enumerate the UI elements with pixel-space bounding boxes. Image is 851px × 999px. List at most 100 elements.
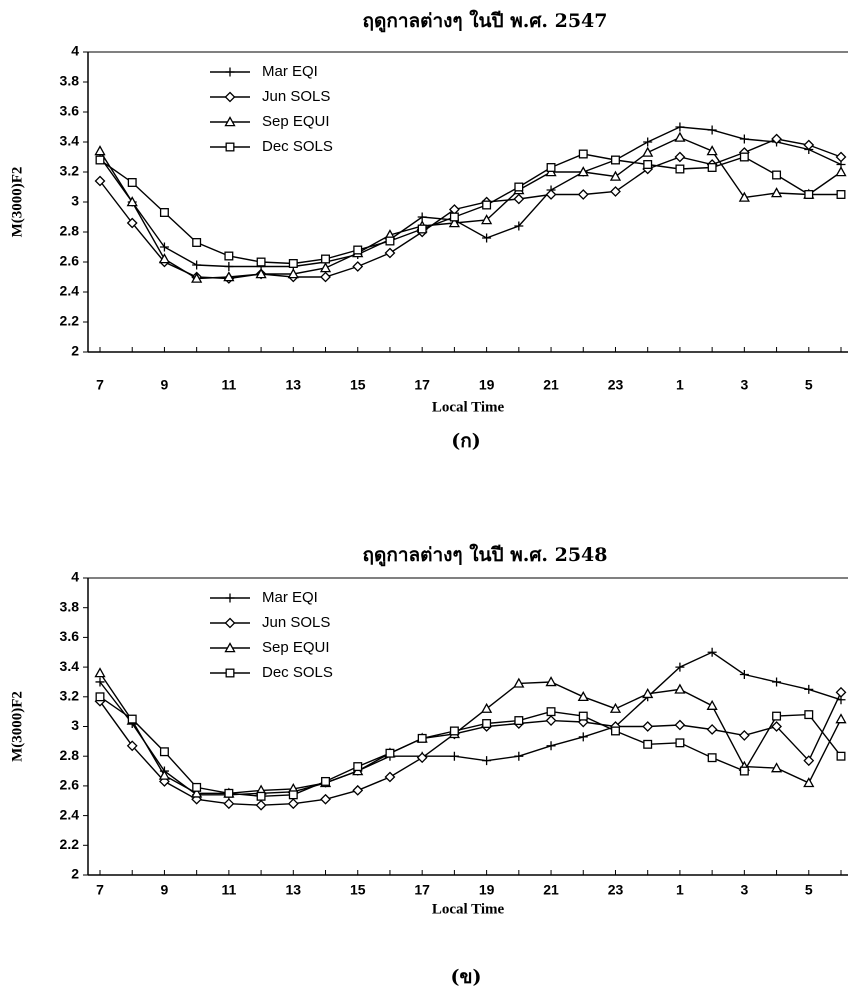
marker	[255, 799, 267, 811]
y-tick-label: 4	[71, 569, 79, 585]
marker	[385, 748, 395, 758]
marker	[577, 189, 589, 200]
marker	[192, 238, 202, 247]
marker	[738, 191, 750, 202]
caption: (ข)	[451, 966, 482, 988]
marker	[675, 164, 685, 174]
marker	[706, 724, 718, 735]
marker	[675, 122, 685, 132]
marker	[739, 152, 749, 162]
marker	[643, 160, 653, 169]
marker	[674, 151, 686, 163]
marker	[126, 740, 138, 752]
marker	[514, 221, 524, 231]
marker	[158, 769, 171, 780]
marker	[643, 739, 653, 749]
marker	[352, 261, 364, 272]
y-tick-label: 2.2	[60, 313, 80, 329]
marker	[95, 677, 105, 687]
x-axis-label: Local Time	[432, 901, 505, 917]
x-tick-label: 19	[479, 882, 495, 898]
marker	[772, 711, 782, 721]
marker	[770, 762, 783, 773]
x-tick-label: 9	[161, 882, 169, 898]
marker	[159, 208, 169, 217]
marker	[448, 217, 460, 228]
legend-label: Mar EQI	[262, 63, 318, 80]
marker	[449, 751, 459, 761]
marker	[546, 707, 556, 717]
marker	[352, 784, 364, 796]
marker	[545, 189, 557, 200]
marker	[707, 163, 717, 172]
marker	[224, 788, 234, 798]
marker	[739, 134, 749, 144]
marker	[481, 214, 493, 225]
legend-label: Sep EQUI	[262, 639, 330, 656]
marker	[835, 686, 847, 698]
marker	[223, 798, 235, 810]
x-tick-label: 11	[221, 882, 236, 898]
marker	[514, 182, 524, 192]
x-tick-label: 15	[350, 882, 366, 898]
marker	[513, 193, 525, 205]
marker	[256, 791, 266, 801]
marker	[675, 662, 685, 672]
marker	[158, 253, 171, 264]
y-tick-label: 2.6	[60, 777, 80, 793]
series-line	[99, 153, 841, 265]
marker	[416, 752, 428, 764]
marker	[803, 755, 815, 767]
marker	[224, 251, 234, 261]
marker	[546, 741, 556, 751]
series-line	[99, 672, 842, 794]
marker	[223, 271, 235, 282]
x-tick-label: 21	[543, 377, 559, 393]
series-line	[99, 136, 842, 280]
marker	[481, 702, 493, 713]
x-tick-label: 9	[161, 377, 169, 393]
marker	[803, 139, 815, 151]
marker	[546, 163, 556, 172]
marker	[287, 268, 299, 279]
marker	[191, 787, 203, 798]
marker	[321, 776, 330, 786]
x-tick-label: 7	[96, 377, 104, 393]
y-tick-label: 3.8	[60, 598, 80, 614]
marker	[159, 242, 169, 252]
marker	[609, 702, 622, 713]
marker	[545, 676, 557, 687]
marker	[224, 116, 236, 127]
marker	[514, 716, 524, 726]
chart-title: ฤดูกาลต่างๆ ในปี พ.ศ. 2548	[362, 543, 607, 567]
marker	[772, 677, 782, 687]
marker	[835, 151, 847, 163]
x-tick-label: 17	[414, 377, 430, 393]
x-tick-label: 13	[286, 882, 302, 898]
marker	[482, 200, 492, 210]
y-tick-label: 2.2	[60, 836, 80, 852]
series-line	[99, 126, 842, 268]
x-tick-label: 17	[414, 882, 430, 898]
marker	[674, 719, 686, 731]
marker	[674, 131, 686, 142]
marker	[738, 729, 750, 741]
marker	[126, 196, 138, 207]
marker	[577, 166, 589, 177]
legend-label: Sep EQUI	[262, 113, 330, 130]
y-tick-label: 2	[71, 866, 79, 882]
marker	[611, 726, 620, 736]
marker	[836, 751, 846, 761]
marker	[95, 155, 105, 165]
marker	[225, 67, 235, 77]
x-tick-label: 19	[479, 377, 495, 393]
marker	[288, 790, 298, 800]
x-tick-label: 5	[805, 377, 813, 393]
marker	[804, 190, 814, 199]
legend-label: Jun SOLS	[262, 88, 330, 105]
marker	[707, 125, 717, 135]
marker	[482, 756, 492, 766]
y-tick-label: 3	[71, 193, 79, 209]
marker	[449, 212, 459, 222]
